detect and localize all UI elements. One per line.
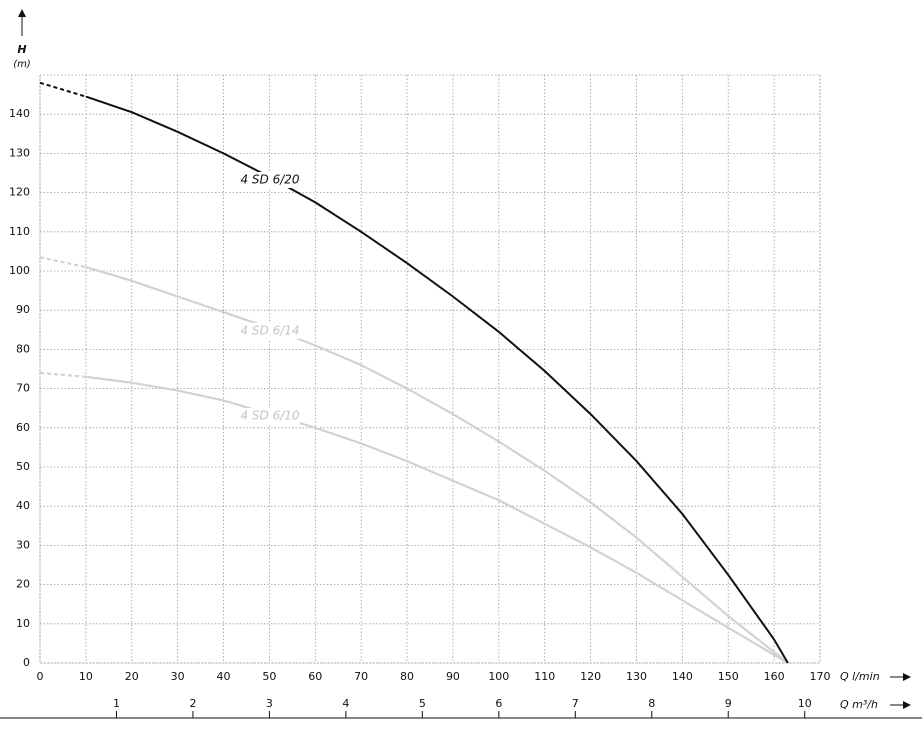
y-tick-label: 120 [9,186,30,199]
y-tick-label: 100 [9,264,30,277]
x2-tick-label: 5 [419,697,426,710]
y-tick-label: 70 [16,382,30,395]
curve [85,375,789,664]
x-tick-label: 140 [672,670,693,683]
x2-label: Q m³/h [840,698,878,711]
x-tick-label: 160 [764,670,785,683]
x-tick-label: 130 [626,670,647,683]
curve [85,95,789,664]
curve-label-bg [240,323,300,339]
x-tick-label: 100 [488,670,509,683]
curve-extrapolated [39,371,86,378]
x2-tick-label: 4 [342,697,349,710]
y-tick-label: 80 [16,342,30,355]
x-tick-label: 50 [262,670,276,683]
x-tick-label: 40 [217,670,231,683]
x2-tick-label: 2 [189,697,196,710]
curve-label-bg [240,172,300,188]
x2-arrow-head [903,701,911,709]
y-tick-label: 130 [9,146,30,159]
curve-label: 4 SD 6/14 [240,324,299,338]
x-tick-label: 110 [534,670,555,683]
curve-extrapolated [39,81,87,98]
x-tick-label: 80 [400,670,414,683]
y-tick-label: 0 [23,656,30,669]
curve-label: 4 SD 6/10 [240,409,299,423]
x-tick-label: 170 [810,670,831,683]
x2-tick-label: 8 [648,697,655,710]
x-tick-label: 30 [171,670,185,683]
y-tick-label: 90 [16,303,30,316]
y-unit: (m) [13,59,31,70]
x-tick-label: 70 [354,670,368,683]
curve-extrapolated [39,256,87,269]
x-label: Q l/min [840,670,880,683]
x-tick-label: 120 [580,670,601,683]
y-tick-label: 60 [16,421,30,434]
curve-label: 4 SD 6/20 [240,173,299,187]
curve-label-bg [240,408,300,424]
y-label: H [17,43,26,56]
x-tick-label: 60 [308,670,322,683]
x2-tick-label: 7 [572,697,579,710]
x2-tick-label: 3 [266,697,273,710]
x-tick-label: 0 [37,670,44,683]
x-tick-label: 10 [79,670,93,683]
y-tick-label: 30 [16,538,30,551]
plot-frame [39,74,821,664]
y-tick-label: 20 [16,578,30,591]
y-tick-label: 50 [16,460,30,473]
y-tick-label: 140 [9,107,30,120]
x-tick-label: 150 [718,670,739,683]
curve [85,266,789,664]
x-arrow-head [903,673,911,681]
y-tick-label: 110 [9,225,30,238]
x-tick-label: 20 [125,670,139,683]
x2-tick-label: 1 [113,697,120,710]
x2-tick-label: 6 [495,697,502,710]
x2-tick-label: 10 [798,697,812,710]
y-tick-label: 40 [16,499,30,512]
x-tick-label: 90 [446,670,460,683]
y-tick-label: 10 [16,617,30,630]
x2-tick-label: 9 [725,697,732,710]
y-arrow-head [18,9,26,17]
